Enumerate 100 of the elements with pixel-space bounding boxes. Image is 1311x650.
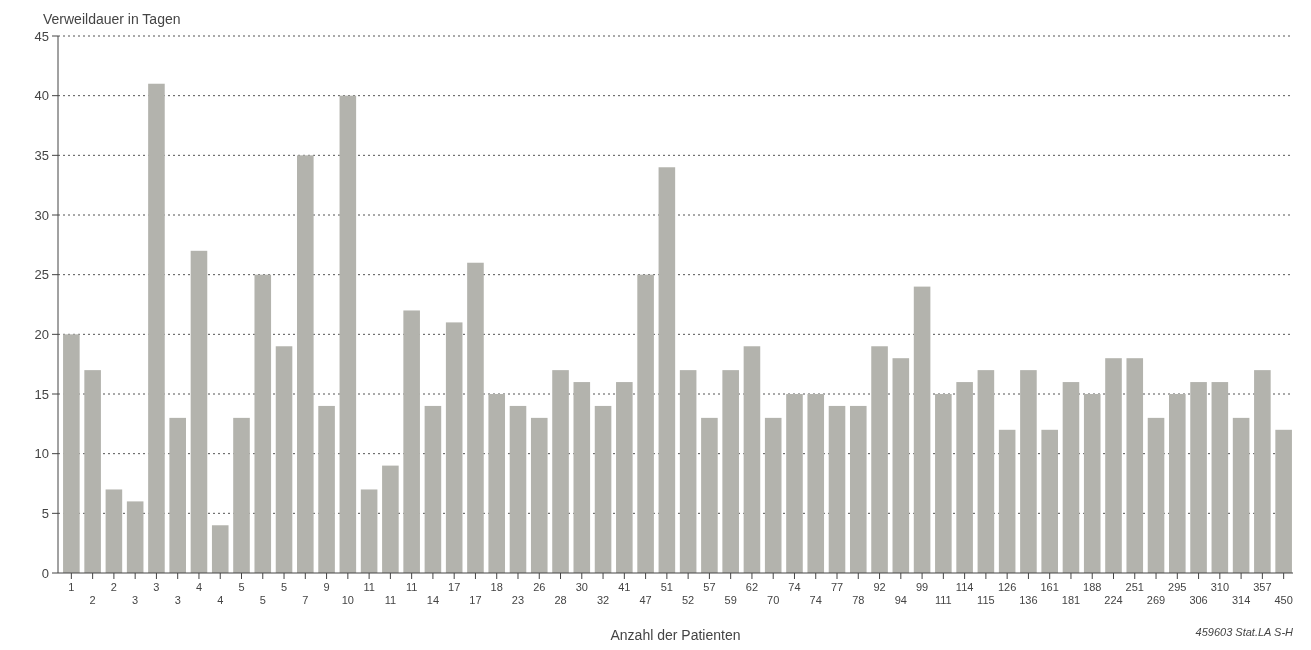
x-tick-label: 269 [1146,594,1166,606]
x-tick-label: 181 [1061,594,1081,606]
x-tick-label: 5 [259,594,266,606]
bar [1041,429,1058,573]
bar [786,394,803,573]
x-tick-label: 450 [1274,594,1293,606]
x-tick-label: 32 [596,594,610,606]
y-tick-label: 15 [34,386,49,402]
bar [233,417,250,573]
bar [1275,429,1292,573]
bar [509,405,527,573]
bar [190,250,208,573]
bar [1232,417,1250,573]
bar [849,405,867,573]
x-tick-label: 11 [384,594,397,606]
bar [318,405,335,573]
x-tick-label: 70 [767,594,780,606]
x-tick-label: 78 [852,594,865,606]
x-tick-label: 5 [280,581,288,593]
y-axis-title: Verweildauer in Tagen [43,11,181,27]
y-tick-label: 10 [34,446,49,462]
bar [297,155,314,573]
x-tick-label: 2 [110,581,117,593]
bar [828,405,846,573]
x-tick-label: 47 [639,594,652,606]
bar [594,405,612,573]
y-tick-label: 30 [34,207,49,223]
bar [445,322,463,573]
bar [998,429,1016,573]
x-tick-label: 74 [809,594,822,606]
bar [126,501,144,573]
bar [1169,394,1186,573]
bar [871,346,888,573]
bar [1211,382,1229,573]
bar [616,382,633,573]
bar [339,95,357,573]
bar [105,489,123,573]
x-tick-label: 23 [511,594,525,606]
bar [743,346,761,573]
x-axis-title: Anzahl der Patienten [610,627,741,643]
x-tick-label: 10 [341,594,354,606]
x-tick-label: 14 [426,594,440,606]
bar [360,489,378,573]
x-tick-label: 57 [703,581,716,593]
bar [211,525,229,573]
x-tick-label: 18 [490,581,503,593]
x-tick-label: 92 [873,581,886,593]
x-tick-label: 1 [68,581,75,593]
bar [169,417,186,573]
bar [148,83,165,573]
bar [1083,394,1101,573]
y-tick-label: 0 [41,565,49,581]
x-tick-label: 99 [915,581,929,593]
x-tick-label: 310 [1210,581,1230,593]
x-tick-label: 52 [682,594,695,606]
bar [530,417,548,573]
text: 459603 Stat.LA S-H [1195,626,1294,638]
x-tick-label: 7 [302,594,309,606]
bar [658,167,676,573]
x-tick-label: 26 [533,581,546,593]
bar [701,417,718,573]
x-tick-label: 74 [788,581,801,593]
bar [573,382,591,573]
x-tick-label: 2 [89,594,96,606]
bar [807,394,825,573]
x-tick-label: 3 [153,581,160,593]
bar [956,382,973,573]
y-tick-label: 35 [34,147,49,163]
x-tick-label: 59 [724,594,737,606]
bar [403,310,420,573]
x-tick-label: 11 [363,581,375,593]
x-tick-label: 126 [997,581,1017,593]
bar [1020,370,1037,573]
x-tick-label: 41 [618,581,631,593]
bar [254,274,272,573]
x-tick-label: 9 [323,581,330,593]
x-tick-label: 188 [1083,581,1102,593]
bar [1105,358,1122,573]
y-tick-label: 20 [34,326,49,342]
x-tick-label: 51 [660,581,673,593]
bar [679,370,697,573]
y-tick-label: 45 [34,28,49,44]
y-tick-label: 5 [41,505,49,521]
bar [552,370,569,573]
bar [275,346,293,573]
x-tick-label: 357 [1253,581,1272,593]
bar [892,358,910,573]
bar [722,370,739,573]
x-tick-label: 77 [830,581,844,593]
x-tick-label: 161 [1040,581,1059,593]
bar [977,370,995,573]
x-tick-label: 4 [195,581,203,593]
y-tick-label: 40 [34,88,49,104]
bar [935,394,952,573]
bar [764,417,782,573]
x-tick-label: 28 [554,594,567,606]
bar [467,262,484,573]
x-tick-label: 114 [955,581,974,593]
x-tick-label: 115 [977,594,995,606]
x-tick-label: 136 [1019,594,1038,606]
